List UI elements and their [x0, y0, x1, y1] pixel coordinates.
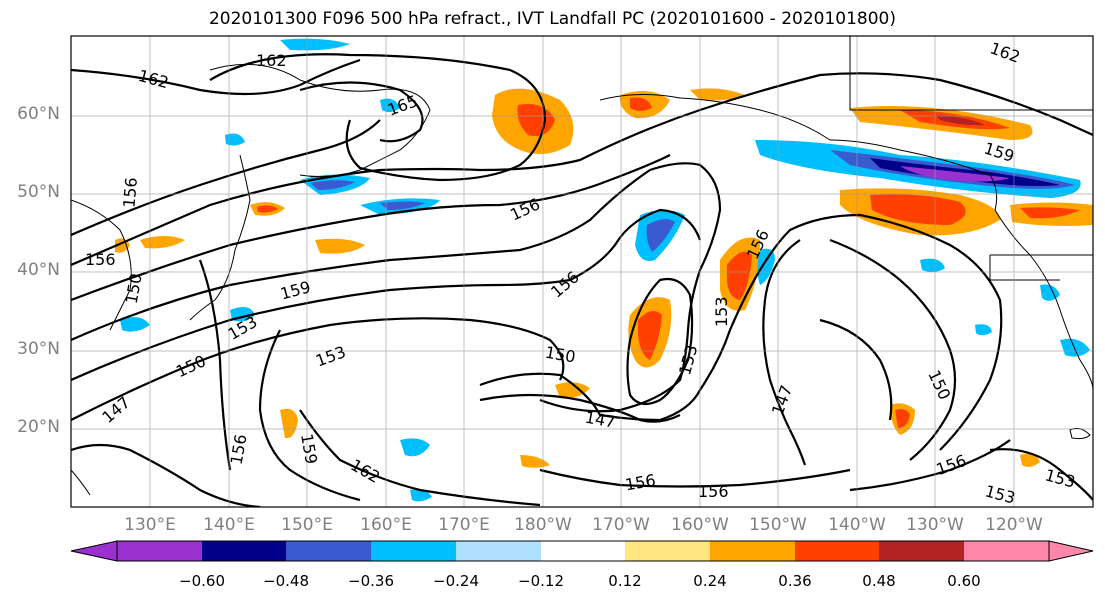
colorbar-bin	[371, 541, 456, 561]
colorbar-tick-label: −0.24	[433, 572, 479, 590]
colorbar-tick-label: 0.36	[778, 572, 812, 590]
lon-label: 140°W	[828, 515, 886, 535]
refractivity-shading	[115, 38, 1093, 502]
colorbar-tick-label: 0.24	[693, 572, 727, 590]
lon-label: 160°E	[360, 515, 412, 535]
refractivity-contours	[71, 53, 1093, 507]
lon-label: 130°E	[124, 515, 176, 535]
lon-label: 170°E	[438, 515, 490, 535]
lon-label: 150°E	[281, 515, 333, 535]
colorbar-extend-low	[70, 540, 118, 562]
colorbar-tick-label: 0.48	[862, 572, 896, 590]
colorbar-tick-label: 0.60	[947, 572, 981, 590]
contour-label: 156	[119, 177, 141, 209]
lon-label: 130°W	[906, 515, 964, 535]
lat-label: 20°N	[17, 417, 60, 437]
graticule	[71, 36, 1093, 507]
coastlines	[71, 36, 1093, 496]
colorbar-tick-label: −0.12	[518, 572, 564, 590]
lon-label: 140°E	[203, 515, 255, 535]
colorbar-bin	[710, 541, 795, 561]
colorbar-bin	[286, 541, 371, 561]
lon-label: 150°W	[749, 515, 807, 535]
colorbar-extend-high	[1048, 540, 1094, 562]
colorbar-bin	[456, 541, 541, 561]
lon-label: 160°W	[671, 515, 729, 535]
colorbar-bin	[117, 541, 202, 561]
map-title: 2020101300 F096 500 hPa refract., IVT La…	[208, 9, 896, 29]
lat-label: 50°N	[17, 182, 60, 202]
colorbar-tick-label: −0.60	[179, 572, 225, 590]
lon-label: 120°W	[985, 515, 1043, 535]
lon-label: 180°W	[514, 515, 572, 535]
contour-label: 162	[256, 51, 287, 70]
lon-label: 170°W	[592, 515, 650, 535]
lat-label: 40°N	[17, 260, 60, 280]
lat-label: 60°N	[17, 104, 60, 124]
colorbar-bin	[202, 541, 286, 561]
lat-label: 30°N	[17, 339, 60, 359]
contour-label: 153	[712, 296, 731, 327]
contour-label: 156	[698, 482, 729, 501]
colorbar-bin	[541, 541, 625, 561]
colorbar	[70, 540, 1094, 562]
contour-label: 156	[85, 250, 116, 269]
colorbar-bin	[964, 541, 1049, 561]
map-frame	[70, 35, 1094, 508]
colorbar-bin	[795, 541, 879, 561]
colorbar-bin	[879, 541, 964, 561]
colorbar-bin	[625, 541, 710, 561]
colorbar-tick-label: 0.12	[608, 572, 642, 590]
colorbar-tick-label: −0.36	[348, 572, 394, 590]
colorbar-tick-label: −0.48	[263, 572, 309, 590]
